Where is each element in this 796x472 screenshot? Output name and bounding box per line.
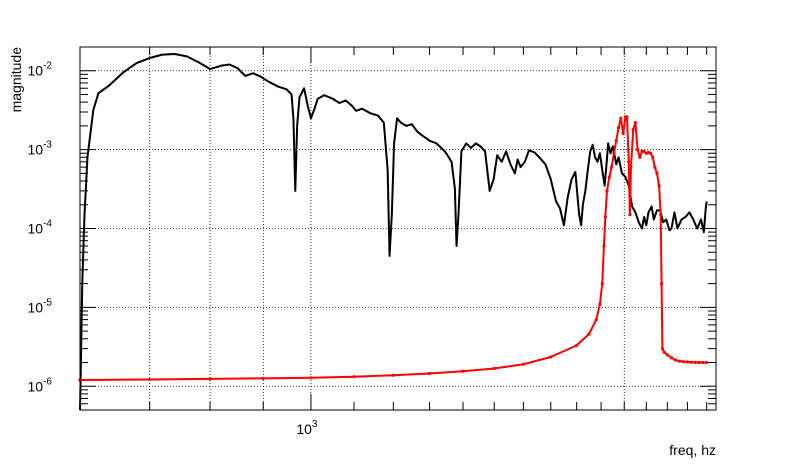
data-point: [549, 355, 553, 359]
data-point: [659, 213, 663, 217]
y-tick-label: 10-4: [28, 219, 53, 237]
data-point: [627, 160, 631, 164]
data-point: [619, 116, 623, 120]
data-point: [651, 155, 655, 159]
data-point: [631, 127, 635, 132]
data-point: [616, 126, 621, 130]
data-point: [629, 165, 633, 169]
data-point: [492, 366, 496, 371]
data-point: [521, 362, 525, 366]
data-point: [689, 360, 693, 364]
data-point: [602, 244, 606, 248]
data-point: [352, 375, 356, 379]
series-line-1: [79, 53, 708, 411]
data-point: [261, 376, 265, 380]
data-point: [587, 332, 591, 336]
data-point: [665, 353, 669, 357]
data-point: [614, 139, 618, 143]
data-point: [575, 343, 579, 347]
data-point: [638, 155, 642, 159]
y-tick-label: 10-2: [28, 61, 53, 79]
data-point: [625, 115, 629, 119]
data-point: [659, 282, 664, 286]
data-point: [391, 373, 395, 377]
data-point: [701, 360, 705, 365]
data-point: [705, 360, 709, 365]
data-point: [657, 183, 661, 188]
data-point: [605, 189, 609, 193]
data-point: [662, 350, 666, 354]
data-point: [636, 148, 640, 152]
data-point: [603, 215, 607, 219]
data-point: [655, 171, 659, 175]
data-point: [693, 360, 697, 364]
data-point: [600, 282, 604, 286]
data-point: [697, 360, 701, 365]
data-point: [427, 371, 432, 376]
data-point: [633, 121, 638, 125]
data-point: [612, 151, 616, 155]
series-layer: [78, 53, 709, 411]
data-point: [309, 376, 313, 380]
data-point: [628, 213, 632, 217]
data-point: [461, 369, 465, 373]
y-tick-label: 10-6: [28, 376, 53, 394]
tick-labels: 10-6 10-5 10-4 10-3 10-2 103: [28, 61, 318, 437]
data-point: [669, 356, 674, 360]
data-point: [681, 360, 686, 364]
data-point: [649, 151, 653, 155]
grid: [80, 47, 716, 410]
y-tick-label: 10-3: [28, 140, 53, 158]
x-axis-title: freq, hz: [669, 442, 716, 458]
data-point: [148, 377, 152, 382]
data-point: [685, 360, 690, 364]
data-point: [621, 131, 625, 136]
data-point: [607, 175, 611, 179]
data-point: [677, 359, 682, 363]
y-tick-label: 10-5: [28, 297, 53, 315]
x-tick-label: 103: [296, 419, 318, 437]
data-point: [660, 347, 664, 351]
data-point: [642, 149, 646, 153]
plot-frame: [79, 46, 717, 411]
data-point: [208, 377, 212, 381]
data-point: [598, 302, 602, 306]
data-point: [610, 165, 614, 169]
data-point: [653, 165, 657, 169]
data-point: [673, 358, 678, 362]
data-point: [594, 317, 598, 322]
y-axis-title: magnitude: [8, 47, 24, 113]
